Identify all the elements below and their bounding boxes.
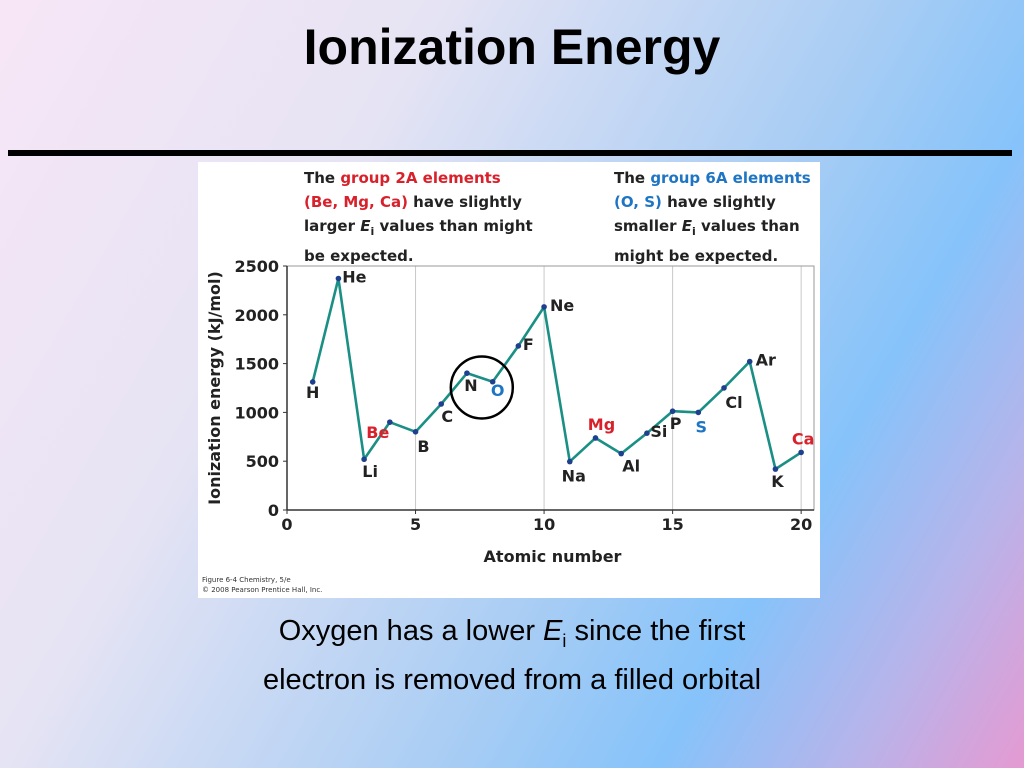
slide-caption: Oxygen has a lower Ei since the first el… [0, 612, 1024, 700]
highlight-circle [449, 355, 515, 420]
data-point [541, 304, 547, 310]
data-point [335, 275, 342, 282]
data-point [592, 435, 599, 441]
caption-symbol: E [543, 615, 563, 647]
element-label: Al [622, 457, 640, 476]
caption-text: electron is removed from a filled orbita… [262, 663, 762, 696]
element-label: Si [650, 422, 667, 441]
note-text: have slightly [407, 193, 522, 211]
element-label: Mg [588, 415, 615, 434]
y-tick-label: 1500 [234, 355, 279, 374]
y-tick-label: 500 [246, 452, 279, 471]
element-label: K [771, 472, 784, 491]
element-label: N [464, 376, 477, 395]
ionization-energy-figure: The group 2A elements (Be, Mg, Ca) have … [198, 162, 820, 598]
x-tick-label: 20 [790, 515, 812, 534]
element-label: P [670, 414, 682, 433]
element-label: Be [366, 423, 389, 442]
data-point [361, 456, 367, 463]
data-point [438, 401, 445, 407]
note-text: The [614, 169, 651, 187]
element-label: H [306, 383, 319, 402]
note-subscript: i [370, 225, 375, 238]
data-point [387, 419, 393, 425]
note-text: smaller [614, 217, 682, 235]
note-symbol: E [360, 217, 371, 235]
element-label: F [523, 335, 534, 354]
y-tick-label: 2000 [234, 306, 279, 325]
x-tick-label: 0 [281, 515, 292, 534]
element-label: O [491, 381, 505, 400]
ionization-energy-chart: 0 500 1000 1500 2000 2500 0 5 10 15 20 Atomic numbe… [205, 257, 815, 566]
element-label: Na [562, 467, 586, 486]
element-label: Ar [756, 351, 776, 370]
data-point [669, 408, 676, 415]
element-label: He [342, 267, 366, 286]
data-point [566, 458, 573, 465]
x-tick-label: 10 [533, 515, 555, 534]
note-text: values than [695, 217, 800, 235]
data-point [644, 430, 650, 436]
element-label: C [441, 407, 453, 426]
group-2a-note: The group 2A elements (Be, Mg, Ca) have … [304, 166, 544, 268]
group-6a-note: The group 6A elements (O, S) have slight… [614, 166, 824, 268]
ionization-energy-line [311, 277, 802, 471]
figure-copyright: © 2008 Pearson Prentice Hall, Inc. [202, 586, 323, 594]
element-label: Cl [725, 393, 742, 412]
data-point [798, 449, 804, 456]
element-label: B [417, 437, 429, 456]
y-tick-label: 2500 [234, 257, 279, 276]
y-tick-label: 0 [268, 501, 279, 520]
data-point [309, 379, 316, 385]
note-highlight: (Be, Mg, Ca) [304, 193, 408, 211]
data-point [772, 466, 779, 472]
element-label: Li [362, 462, 378, 481]
data-point [618, 450, 624, 457]
caption-text: Oxygen has a lower [278, 615, 544, 647]
element-label: S [696, 417, 708, 436]
note-text: have slightly [661, 193, 776, 211]
data-point [721, 385, 727, 391]
note-subscript: i [692, 225, 696, 238]
x-axis-label: Atomic number [484, 547, 622, 566]
element-label: Ca [792, 429, 815, 448]
slide-title: Ionization Energy [303, 19, 721, 75]
y-axis-label: Ionization energy (kJ/mol) [205, 271, 224, 505]
x-tick-label: 15 [661, 515, 683, 534]
note-symbol: E [681, 217, 693, 235]
title-divider [8, 150, 1012, 156]
data-point [515, 343, 522, 349]
note-text: values than might [374, 217, 533, 235]
y-tick-label: 1000 [234, 403, 279, 422]
data-point [489, 378, 496, 385]
data-point [746, 358, 753, 365]
data-point [464, 370, 470, 376]
note-text: larger [304, 217, 361, 235]
note-highlight: group 2A elements [340, 169, 501, 187]
figure-credit: Figure 6-4 Chemistry, 5/e [202, 576, 291, 584]
caption-subscript: i [562, 630, 567, 651]
element-label: Ne [550, 296, 574, 315]
note-text: be expected. [304, 247, 414, 265]
x-tick-label: 5 [410, 515, 421, 534]
data-point [695, 409, 702, 416]
note-text: might be expected. [614, 247, 779, 265]
data-point [412, 429, 419, 435]
note-text: The [304, 169, 341, 187]
note-highlight: group 6A elements [650, 169, 811, 187]
note-highlight: (O, S) [614, 193, 662, 211]
caption-text: since the first [566, 615, 746, 647]
